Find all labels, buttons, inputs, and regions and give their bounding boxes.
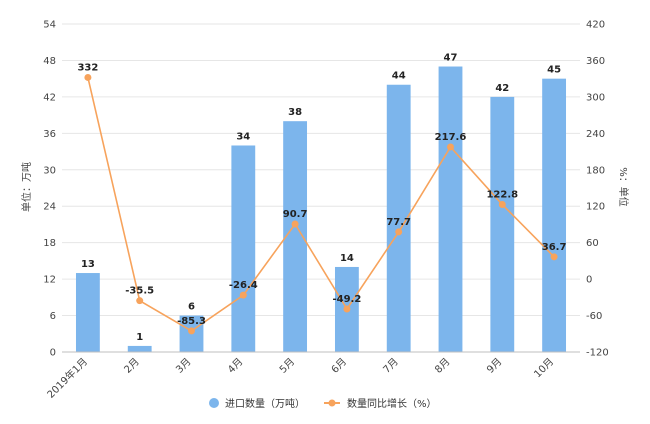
bar[interactable] (75, 273, 100, 352)
x-tick-label: 3月 (174, 356, 194, 376)
bar-value-label: 44 (392, 71, 406, 82)
x-tick-label: 10月 (532, 356, 557, 381)
right-tick-label: 180 (586, 165, 605, 176)
left-tick-label: 12 (43, 275, 56, 286)
legend-item-bars[interactable]: 进口数量（万吨） (209, 397, 305, 410)
left-tick-label: 54 (43, 20, 56, 31)
right-tick-label: 420 (586, 20, 605, 31)
right-tick-label: 240 (586, 129, 605, 140)
x-tick-label: 7月 (381, 356, 401, 376)
line-value-label: 77.7 (386, 217, 411, 228)
line-value-label: -85.3 (177, 316, 206, 327)
line-point[interactable] (84, 73, 92, 81)
right-axis: -120 -60 0 60 120 180 240 300 360 420 (586, 20, 609, 359)
line-point[interactable] (291, 220, 299, 228)
bar[interactable] (386, 84, 411, 353)
bar-value-label: 34 (236, 131, 250, 142)
right-tick-label: 0 (586, 275, 592, 286)
line-series: 332 -35.5 -85.3 -26.4 90.7 -49.2 77.7 217.6 122.… (77, 62, 567, 335)
right-tick-label: -120 (586, 348, 609, 359)
right-tick-label: 300 (586, 92, 605, 103)
legend-line-dot (328, 399, 336, 407)
left-tick-label: 0 (50, 348, 56, 359)
left-axis-title: 单位：万吨 (20, 162, 33, 212)
line-point[interactable] (188, 327, 195, 335)
left-tick-label: 24 (43, 202, 56, 213)
bar[interactable] (490, 96, 515, 352)
bar[interactable] (127, 345, 152, 352)
bars: 13 1 6 34 38 14 44 47 42 45 (75, 53, 567, 353)
legend-item-line[interactable]: 数量同比增长（%） (324, 397, 437, 410)
x-tick-label: 4月 (225, 356, 245, 376)
line-value-label: -49.2 (332, 294, 361, 305)
line-value-label: 217.6 (435, 132, 467, 143)
x-tick-label: 6月 (329, 356, 349, 376)
right-tick-label: 360 (586, 56, 605, 67)
right-axis-title: %：单位 (617, 167, 630, 207)
line-point[interactable] (136, 297, 144, 305)
x-tick-label: 8月 (433, 356, 453, 376)
line-value-label: -35.5 (125, 286, 154, 297)
left-tick-label: 6 (50, 311, 56, 322)
right-tick-label: -60 (586, 311, 602, 322)
x-tick-label: 2月 (122, 356, 142, 376)
line-point[interactable] (550, 253, 558, 261)
grid (62, 23, 580, 353)
left-tick-label: 48 (43, 56, 56, 67)
line-point[interactable] (447, 143, 454, 151)
line-path (87, 77, 555, 332)
x-tick-label: 5月 (277, 356, 297, 376)
right-tick-label: 120 (586, 202, 605, 213)
x-axis: 2019年1月 2月 3月 4月 5月 6月 7月 8月 9月 10月 (44, 351, 580, 401)
bar-value-label: 38 (288, 107, 302, 118)
line-value-label: 36.7 (542, 242, 567, 253)
bar-value-label: 47 (444, 53, 458, 64)
legend-line-label: 数量同比增长（%） (347, 397, 437, 410)
line-value-label: 122.8 (486, 190, 518, 201)
legend-bar-label: 进口数量（万吨） (225, 397, 305, 410)
left-tick-label: 36 (43, 129, 56, 140)
legend: 进口数量（万吨） 数量同比增长（%） (209, 397, 437, 410)
bar-value-label: 14 (340, 253, 354, 264)
bar-value-label: 6 (188, 302, 195, 313)
bar[interactable] (542, 78, 567, 353)
legend-bar-marker (209, 398, 219, 408)
bar-value-label: 1 (136, 332, 143, 343)
line-point[interactable] (395, 228, 403, 236)
bar[interactable] (231, 145, 256, 352)
bar[interactable] (283, 121, 308, 353)
left-axis: 0 6 12 18 24 30 36 42 48 54 (43, 20, 56, 359)
left-tick-label: 18 (43, 238, 56, 249)
line-point[interactable] (498, 201, 506, 209)
right-tick-label: 60 (586, 238, 599, 249)
line-point[interactable] (239, 291, 247, 299)
x-tick-label: 9月 (484, 356, 504, 376)
left-tick-label: 42 (43, 92, 56, 103)
line-value-label: -26.4 (229, 280, 258, 291)
line-point[interactable] (343, 305, 351, 313)
bar[interactable] (438, 66, 463, 352)
line-value-label: 332 (77, 62, 98, 73)
left-tick-label: 30 (43, 165, 56, 176)
line-value-label: 90.7 (283, 209, 308, 220)
x-tick-label: 2019年1月 (44, 355, 90, 401)
bar-value-label: 13 (81, 259, 95, 270)
bar-value-label: 45 (547, 65, 561, 76)
bar-value-label: 42 (495, 83, 509, 94)
